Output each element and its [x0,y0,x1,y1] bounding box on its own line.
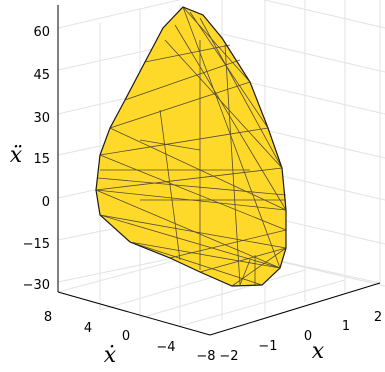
x-ticks: −2 −1 0 1 2 [219,310,382,364]
z-tick-label: 45 [33,68,50,83]
polytope-edges [95,6,287,287]
z-tick-label: 15 [33,152,50,167]
y-tick-label: −8 [196,349,215,364]
polytope [95,6,287,287]
z-axis-label: ẍ [10,143,23,168]
z-tick-label: 60 [33,25,50,40]
polytope-fill [95,6,287,287]
x-tick-label: 1 [342,319,350,334]
x-tick-label: −2 [219,349,238,364]
x-axis-label: x [312,339,325,364]
y-axis-label: ẋ [104,343,117,368]
y-tick-label: −4 [156,340,175,355]
x-tick-label: 0 [304,329,312,344]
y-tick-label: 0 [122,329,130,344]
z-tick-label: −30 [23,278,50,293]
axes [57,5,381,336]
z-tick-label: 0 [42,195,50,210]
x-tick-label: −1 [258,339,277,354]
z-tick-label: −15 [23,237,50,252]
y-ticks: 8 4 0 −4 −8 [44,310,216,364]
y-tick-label: 4 [84,321,92,336]
x-tick-label: 2 [374,310,382,325]
z-ticks: 60 45 30 15 0 −15 −30 [23,25,50,293]
y-tick-label: 8 [44,310,52,325]
z-tick-label: 30 [33,111,50,126]
